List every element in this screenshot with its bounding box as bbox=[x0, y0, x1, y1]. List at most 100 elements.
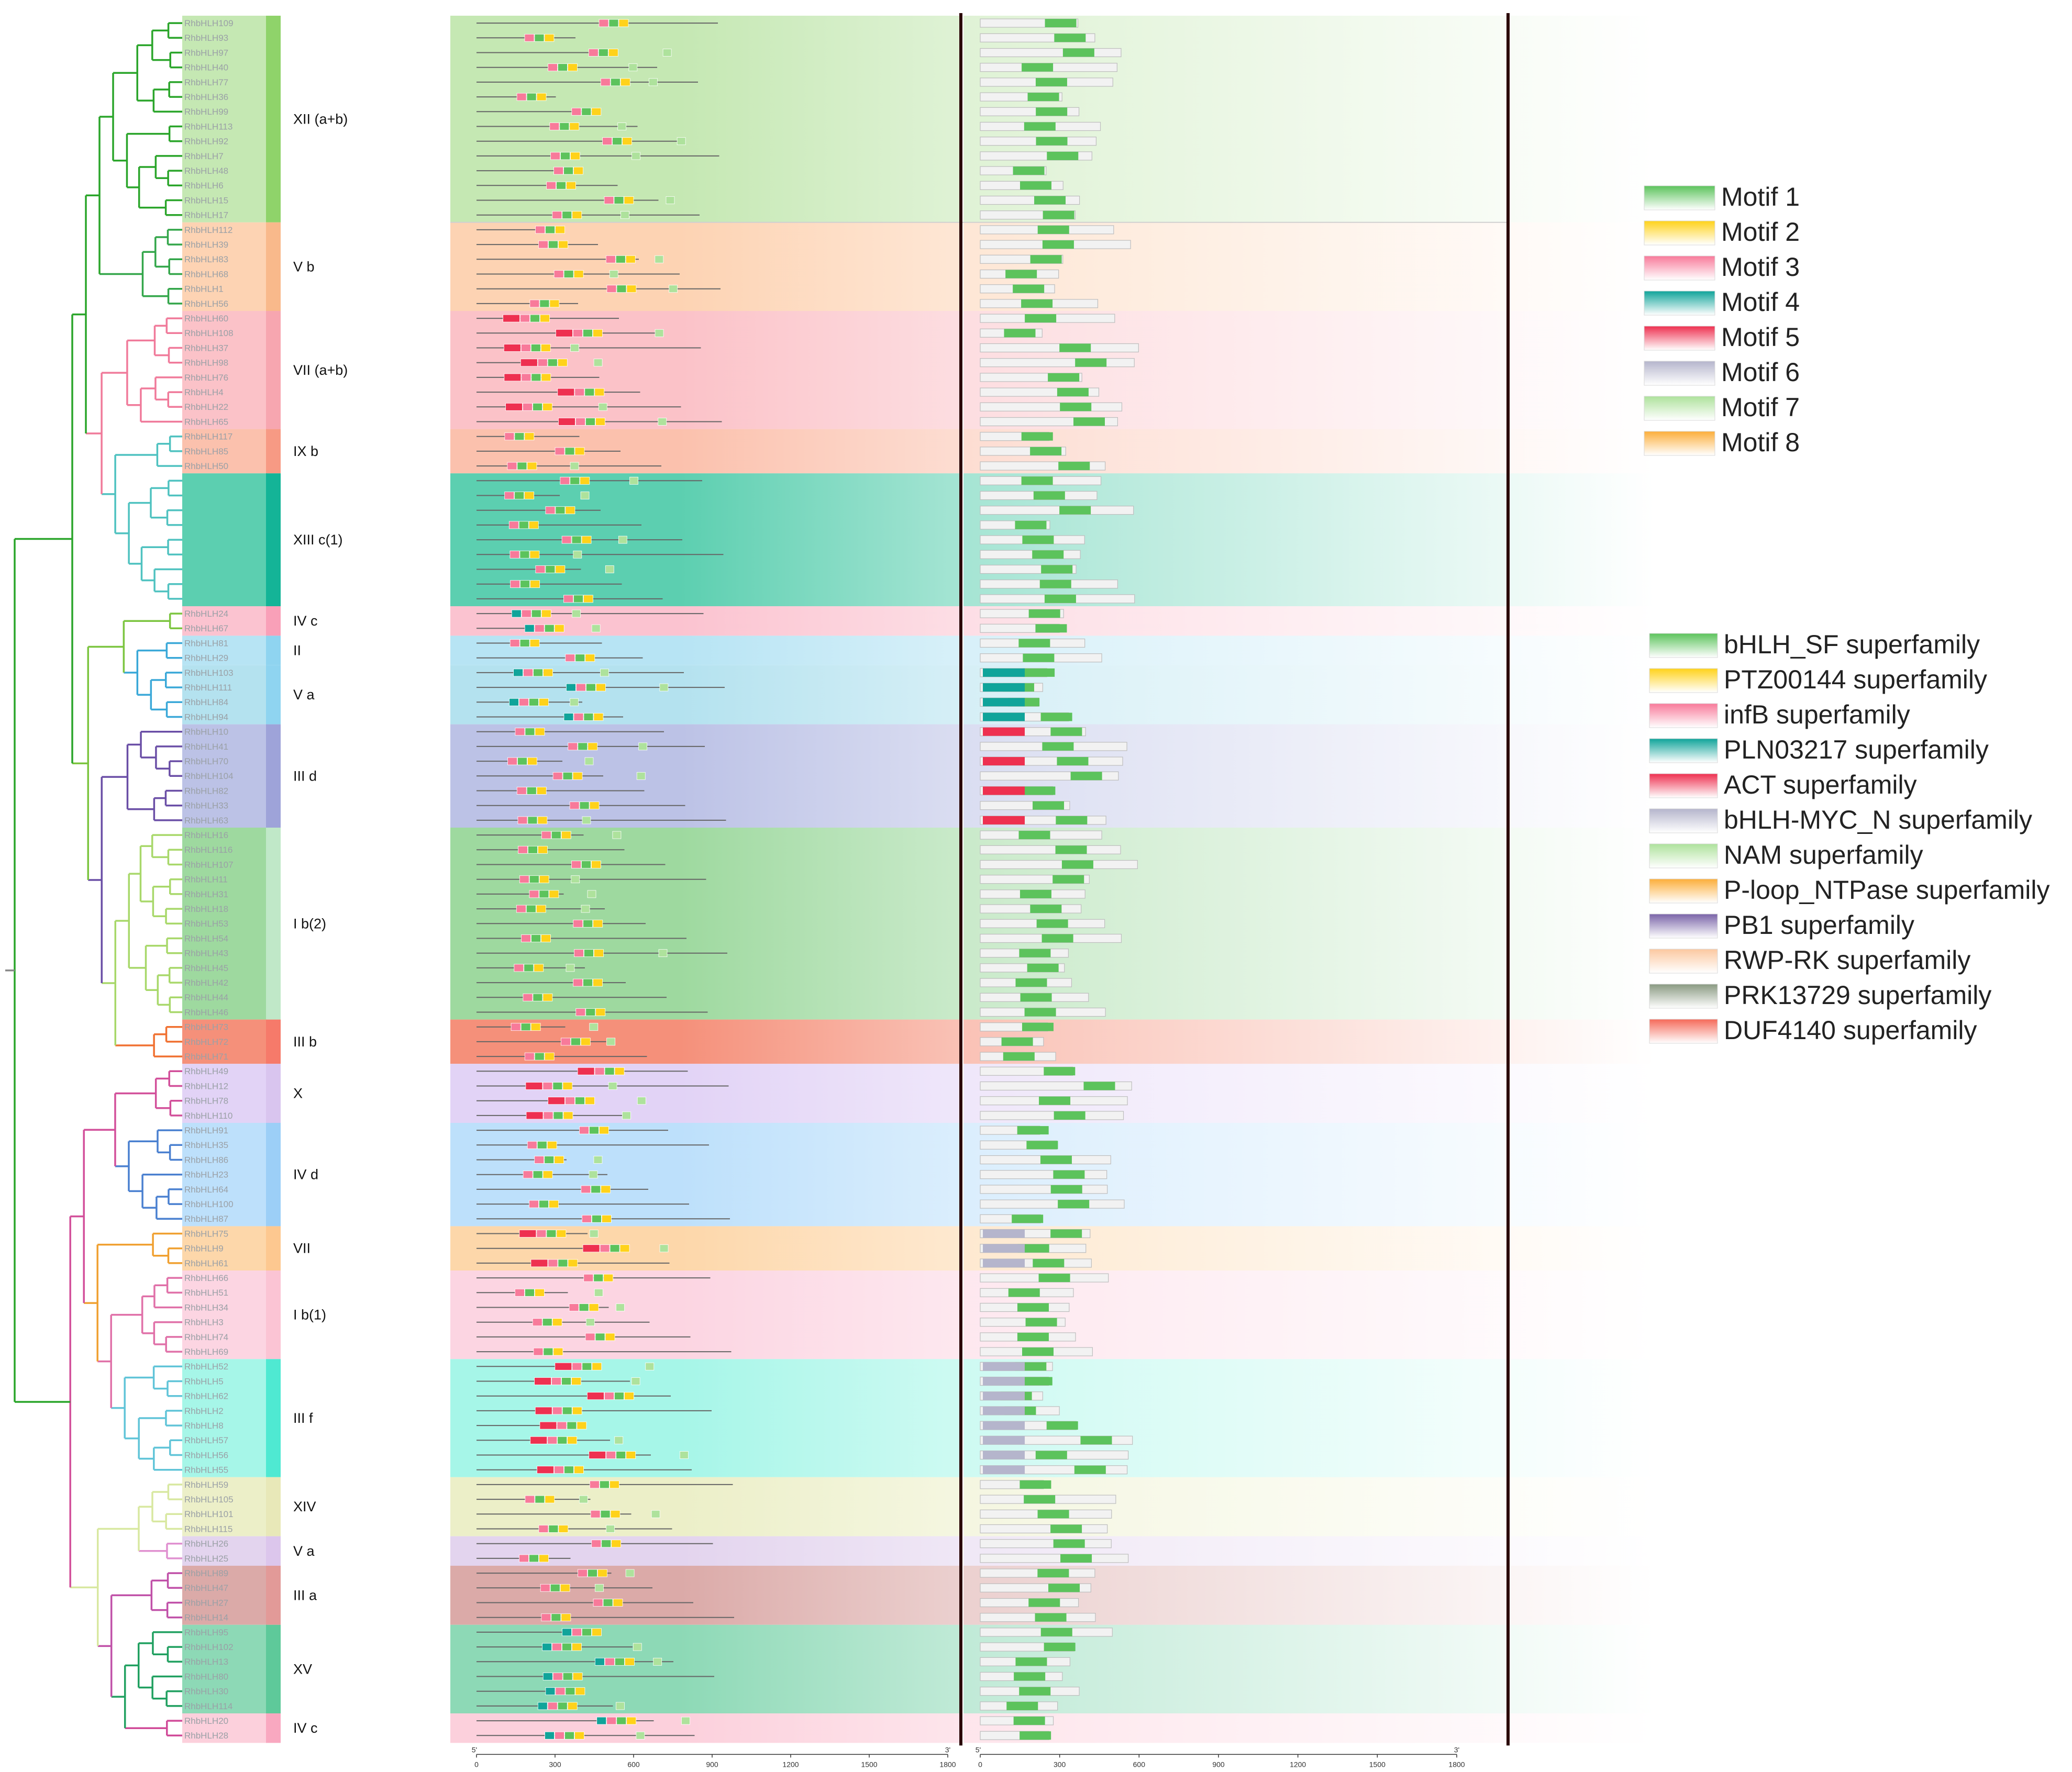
motif-box bbox=[542, 1082, 553, 1090]
axis-tick-label: 300 bbox=[549, 1760, 561, 1768]
motif-box bbox=[542, 1171, 553, 1179]
gene-label: RhbHLH17 bbox=[184, 210, 228, 220]
gene-label: RhbHLH51 bbox=[184, 1288, 228, 1298]
domain-box bbox=[1054, 34, 1086, 42]
motif-box bbox=[595, 1008, 606, 1016]
motif-box bbox=[624, 1657, 635, 1666]
motif-box bbox=[621, 211, 629, 219]
motif-box bbox=[562, 1407, 572, 1415]
domain-box bbox=[1027, 963, 1059, 972]
clade-label: VII bbox=[293, 1241, 311, 1256]
motif-box bbox=[594, 949, 604, 957]
motif-box bbox=[626, 1717, 637, 1725]
motif-box bbox=[590, 1510, 601, 1518]
motif-box bbox=[572, 772, 583, 780]
gene-label: RhbHLH71 bbox=[184, 1052, 228, 1062]
motif-box bbox=[553, 1347, 563, 1356]
domain-box bbox=[1017, 1126, 1049, 1135]
motif-box bbox=[538, 845, 548, 854]
motif-box bbox=[610, 1244, 620, 1253]
motif-box bbox=[616, 285, 627, 293]
motif-box bbox=[575, 1097, 585, 1105]
motif-box bbox=[547, 359, 558, 367]
legend-swatch bbox=[1644, 396, 1715, 421]
domain-box bbox=[1026, 1141, 1058, 1150]
motif-box bbox=[548, 1525, 559, 1533]
motif-box bbox=[555, 565, 566, 573]
domain-box bbox=[1023, 668, 1055, 677]
gene-label: RhbHLH56 bbox=[184, 1450, 228, 1460]
domain-box bbox=[1033, 801, 1065, 810]
domain-box bbox=[1030, 905, 1062, 913]
motif-box bbox=[602, 1214, 612, 1223]
clade-label: III b bbox=[293, 1034, 317, 1050]
motif-box bbox=[545, 226, 556, 234]
domain-box bbox=[1028, 609, 1060, 618]
legend-label: bHLH_SF superfamily bbox=[1724, 630, 1980, 659]
motif-box bbox=[561, 1377, 571, 1385]
motif-box bbox=[566, 964, 575, 972]
clade-label: XIV bbox=[293, 1499, 316, 1514]
gene-label: RhbHLH57 bbox=[184, 1435, 228, 1445]
motif-box bbox=[637, 1097, 646, 1105]
motif-band bbox=[450, 222, 961, 311]
domain-box bbox=[1013, 1717, 1045, 1725]
motif-box bbox=[587, 890, 596, 898]
motif-box bbox=[533, 993, 543, 1001]
motif-box bbox=[555, 447, 565, 455]
domain-box bbox=[1018, 831, 1050, 840]
motif-box bbox=[561, 831, 571, 839]
legend-label: Motif 5 bbox=[1721, 322, 1800, 352]
motif-box bbox=[605, 1333, 615, 1341]
legend-label: PTZ00144 superfamily bbox=[1724, 665, 1987, 694]
motif-box bbox=[521, 609, 531, 618]
motif-box bbox=[583, 1274, 594, 1282]
domain-box bbox=[983, 1421, 1025, 1430]
motif-box bbox=[562, 1643, 572, 1651]
protein-domain-bar bbox=[980, 550, 1081, 559]
domain-box bbox=[1070, 772, 1102, 781]
motif-box bbox=[572, 1628, 582, 1636]
domain-box bbox=[1046, 1421, 1078, 1430]
domain-box bbox=[1056, 816, 1088, 824]
motif-box bbox=[543, 1347, 553, 1356]
motif-box bbox=[534, 1052, 545, 1061]
gene-label: RhbHLH44 bbox=[184, 993, 228, 1002]
motif-box bbox=[622, 1111, 631, 1120]
clade-color-bar bbox=[266, 636, 281, 665]
motif-box bbox=[610, 1510, 621, 1518]
legend-swatch bbox=[1644, 431, 1715, 456]
domain-box bbox=[1022, 536, 1054, 544]
motif-box bbox=[527, 816, 538, 824]
domain-band bbox=[963, 606, 1655, 636]
domain-box bbox=[1025, 1318, 1057, 1327]
domain-box bbox=[1035, 624, 1067, 633]
motif-box bbox=[560, 1038, 571, 1046]
domain-box bbox=[1060, 1554, 1092, 1563]
domain-box bbox=[1048, 1584, 1080, 1592]
motif-box bbox=[574, 447, 585, 455]
motif-band bbox=[450, 1713, 961, 1743]
domain-box bbox=[983, 683, 1025, 692]
motif-box bbox=[535, 226, 546, 234]
motif-box bbox=[600, 1510, 611, 1518]
motif-band bbox=[450, 16, 961, 222]
motif-box bbox=[599, 19, 609, 27]
clade-color-bar bbox=[266, 606, 281, 636]
domain-box bbox=[1020, 181, 1051, 190]
motif-box bbox=[520, 359, 538, 367]
motif-box bbox=[529, 875, 539, 884]
legend-label: DUF4140 superfamily bbox=[1724, 1016, 1977, 1045]
gene-label: RhbHLH28 bbox=[184, 1731, 228, 1741]
clade-label: IV d bbox=[293, 1167, 318, 1183]
gene-label-band bbox=[182, 1359, 267, 1477]
domain-box bbox=[1020, 993, 1052, 1002]
motif-box bbox=[511, 1023, 521, 1031]
axis-tick-label: 1800 bbox=[939, 1760, 956, 1768]
motif-box bbox=[582, 1244, 600, 1253]
motif-box bbox=[605, 565, 614, 573]
motif-box bbox=[582, 1214, 592, 1223]
legend-label: bHLH-MYC_N superfamily bbox=[1724, 805, 2032, 834]
motif-box bbox=[572, 1407, 582, 1415]
motif-legend: Motif 1 Motif 2 Motif 3 Motif 4 Motif 5 Motif… bbox=[1644, 182, 1800, 457]
